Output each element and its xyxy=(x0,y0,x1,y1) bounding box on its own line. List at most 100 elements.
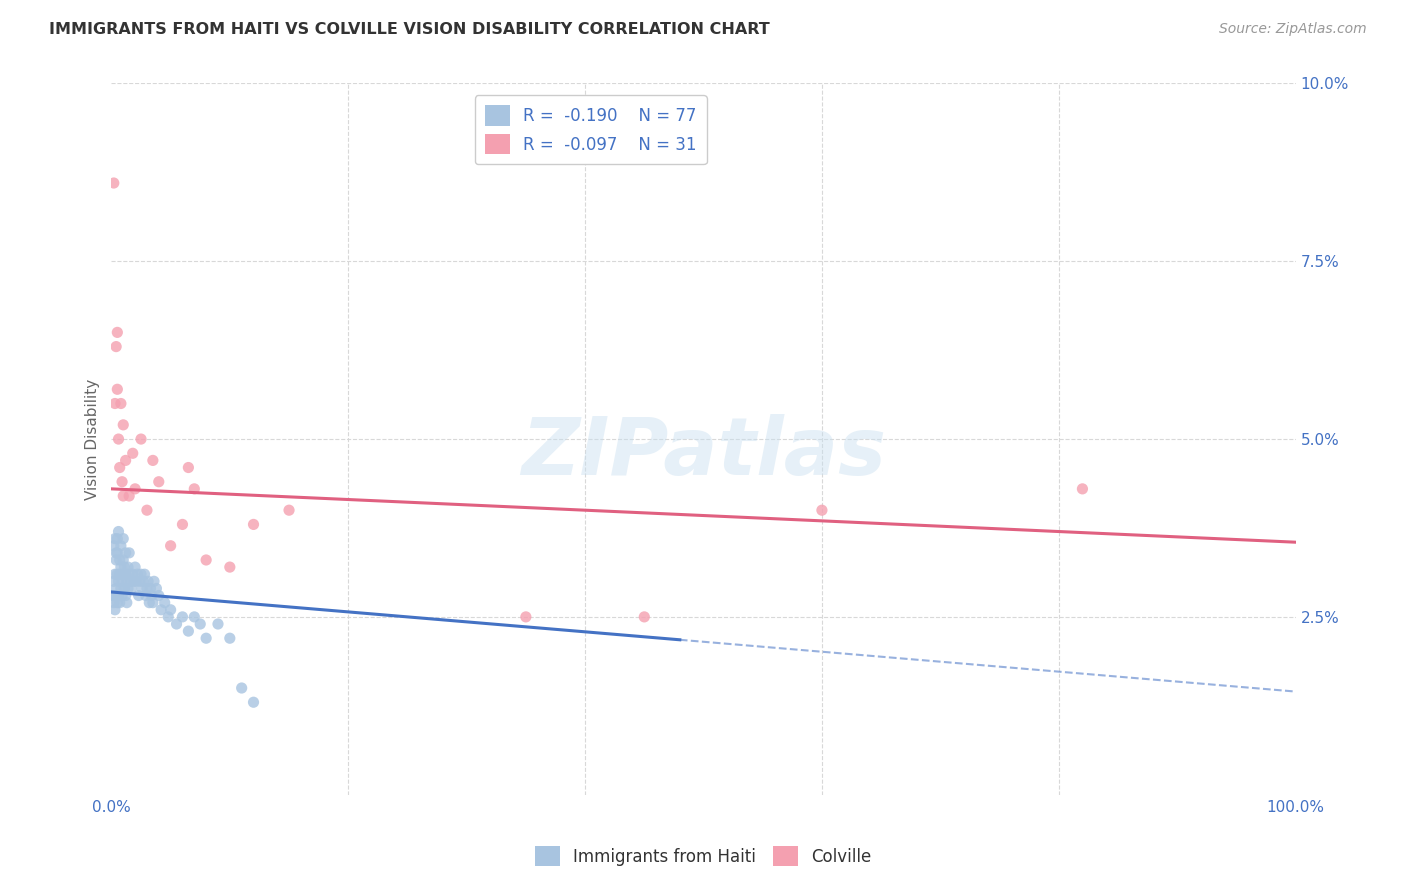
Point xyxy=(105,326,128,340)
Point xyxy=(107,524,129,539)
Point xyxy=(172,517,194,532)
Text: Source: ZipAtlas.com: Source: ZipAtlas.com xyxy=(1219,22,1367,37)
Point xyxy=(107,574,129,589)
Point xyxy=(104,532,127,546)
Point xyxy=(121,567,143,582)
Point xyxy=(127,567,149,582)
Point xyxy=(105,546,128,560)
Point xyxy=(129,432,152,446)
Point xyxy=(107,589,129,603)
Text: IMMIGRANTS FROM HAITI VS COLVILLE VISION DISABILITY CORRELATION CHART: IMMIGRANTS FROM HAITI VS COLVILLE VISION… xyxy=(49,22,770,37)
Point xyxy=(142,596,165,610)
Point xyxy=(515,610,537,624)
Point xyxy=(115,596,138,610)
Point xyxy=(114,560,136,574)
Point xyxy=(188,617,211,632)
Point xyxy=(122,574,145,589)
Point xyxy=(128,574,150,589)
Point xyxy=(135,589,157,603)
Point xyxy=(134,567,156,582)
Point xyxy=(108,567,131,582)
Point xyxy=(104,396,127,410)
Point xyxy=(143,574,166,589)
Legend: R =  -0.190    N = 77, R =  -0.097    N = 31: R = -0.190 N = 77, R = -0.097 N = 31 xyxy=(475,95,707,164)
Point xyxy=(103,596,125,610)
Point xyxy=(177,460,200,475)
Point xyxy=(114,453,136,467)
Point xyxy=(121,446,143,460)
Point xyxy=(111,574,134,589)
Point xyxy=(105,567,128,582)
Point xyxy=(121,582,143,596)
Point xyxy=(112,532,135,546)
Point xyxy=(242,517,264,532)
Point xyxy=(1071,482,1094,496)
Point xyxy=(159,539,181,553)
Point xyxy=(124,482,146,496)
Point xyxy=(132,574,155,589)
Point xyxy=(148,589,170,603)
Y-axis label: Vision Disability: Vision Disability xyxy=(86,378,100,500)
Point xyxy=(231,681,253,695)
Point xyxy=(108,596,131,610)
Point xyxy=(114,589,136,603)
Point xyxy=(145,582,167,596)
Point xyxy=(111,589,134,603)
Point xyxy=(110,539,132,553)
Point xyxy=(105,553,128,567)
Point xyxy=(131,582,153,596)
Point xyxy=(105,340,128,354)
Legend: Immigrants from Haiti, Colville: Immigrants from Haiti, Colville xyxy=(529,839,877,873)
Point xyxy=(139,582,162,596)
Point xyxy=(101,589,124,603)
Point xyxy=(141,589,163,603)
Point xyxy=(114,582,136,596)
Point xyxy=(166,617,188,632)
Point xyxy=(108,553,131,567)
Point xyxy=(110,560,132,574)
Point xyxy=(104,589,127,603)
Point xyxy=(148,475,170,489)
Point xyxy=(103,574,125,589)
Point xyxy=(112,553,135,567)
Point xyxy=(136,574,159,589)
Point xyxy=(105,546,128,560)
Point xyxy=(172,610,194,624)
Point xyxy=(111,475,134,489)
Point xyxy=(142,453,165,467)
Point xyxy=(136,582,159,596)
Point xyxy=(120,574,142,589)
Point xyxy=(115,574,138,589)
Text: ZIPatlas: ZIPatlas xyxy=(522,414,886,492)
Point xyxy=(105,382,128,396)
Point xyxy=(157,610,180,624)
Point xyxy=(218,631,240,645)
Point xyxy=(105,582,128,596)
Point xyxy=(117,560,139,574)
Point xyxy=(117,582,139,596)
Point xyxy=(177,624,200,639)
Point xyxy=(112,489,135,503)
Point xyxy=(195,631,218,645)
Point xyxy=(183,482,205,496)
Point xyxy=(136,503,159,517)
Point xyxy=(108,460,131,475)
Point xyxy=(207,617,229,632)
Point xyxy=(112,417,135,432)
Point xyxy=(114,567,136,582)
Point xyxy=(242,695,264,709)
Point xyxy=(110,396,132,410)
Point xyxy=(159,603,181,617)
Point xyxy=(112,567,135,582)
Point xyxy=(183,610,205,624)
Point xyxy=(218,560,240,574)
Point xyxy=(128,589,150,603)
Point xyxy=(103,176,125,190)
Point xyxy=(138,596,160,610)
Point xyxy=(153,596,176,610)
Point xyxy=(103,539,125,553)
Point xyxy=(110,582,132,596)
Point xyxy=(150,603,173,617)
Point xyxy=(195,553,218,567)
Point xyxy=(124,560,146,574)
